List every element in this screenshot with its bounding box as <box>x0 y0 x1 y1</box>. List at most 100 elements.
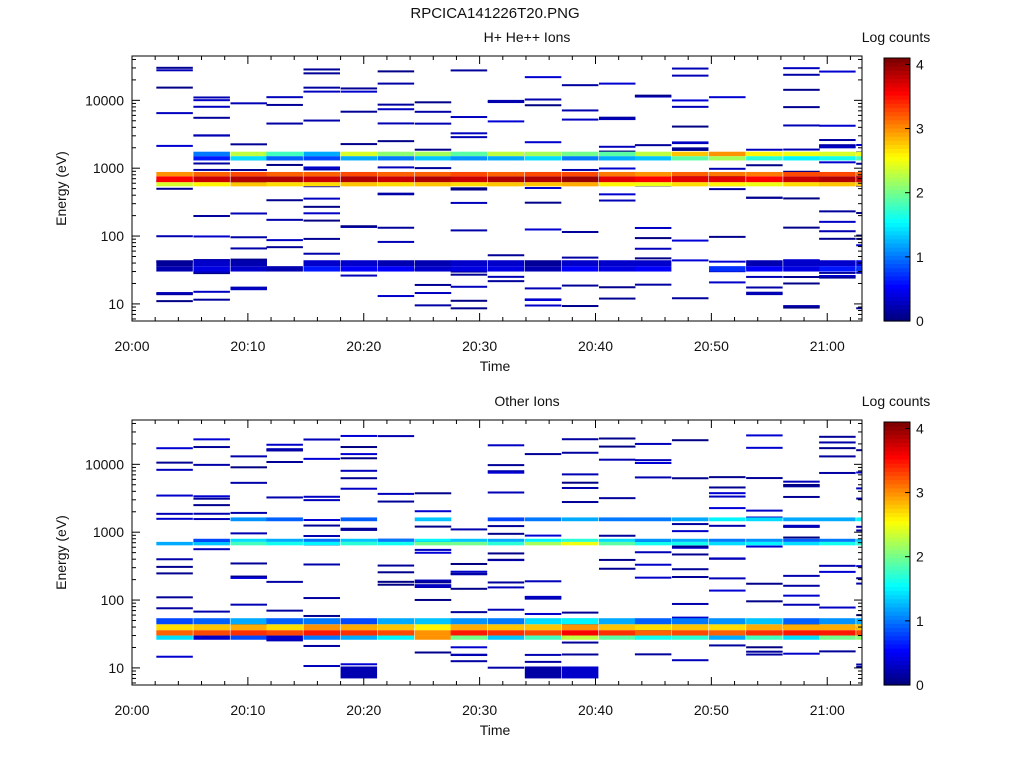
heatmap-noise-cell <box>783 73 820 76</box>
heatmap-cell <box>819 618 856 625</box>
colorbar-swatch <box>884 168 910 174</box>
heatmap-cell <box>377 266 415 272</box>
heatmap-noise-cell <box>671 67 709 70</box>
heatmap-cell <box>819 171 856 177</box>
heatmap-noise-cell <box>377 492 415 495</box>
heatmap-noise-cell <box>561 611 599 614</box>
heatmap-noise-cell <box>450 116 488 119</box>
heatmap-noise-cell <box>671 297 709 300</box>
heatmap-noise-cell <box>193 504 230 507</box>
heatmap-cell <box>303 182 340 187</box>
heatmap-noise-cell <box>746 291 783 294</box>
heatmap-noise-cell <box>598 558 636 561</box>
heatmap-noise-cell <box>450 270 488 273</box>
colorbar-swatch <box>884 70 910 76</box>
colorbar-swatch <box>884 263 910 269</box>
heatmap-cell <box>746 182 783 187</box>
heatmap-cell <box>634 517 672 522</box>
heatmap-noise-cell <box>634 653 672 656</box>
heatmap-noise-cell <box>561 256 599 259</box>
heatmap-noise-cell <box>193 96 230 99</box>
heatmap-noise-cell <box>340 446 378 449</box>
heatmap-noise-cell <box>819 455 856 458</box>
heatmap-cell <box>303 538 340 542</box>
colorbar-swatch <box>884 103 910 108</box>
heatmap-noise-cell <box>634 563 672 566</box>
colorbar-swatch <box>884 627 910 633</box>
heatmap-cell <box>487 176 525 183</box>
heatmap-noise-cell <box>414 586 452 589</box>
heatmap-noise-cell <box>156 69 193 72</box>
heatmap-cell <box>230 541 267 546</box>
heatmap-noise-cell <box>266 218 303 221</box>
heatmap-noise-cell <box>230 575 267 578</box>
heatmap-noise-cell <box>561 84 599 87</box>
colorbar-swatch <box>884 463 910 468</box>
heatmap-noise-cell <box>671 602 709 605</box>
heatmap-noise-cell <box>487 525 525 528</box>
heatmap-noise-cell <box>303 563 340 566</box>
heatmap-noise-cell <box>487 552 525 555</box>
heatmap-noise-cell <box>156 300 193 303</box>
heatmap-cell <box>709 266 746 272</box>
heatmap-cell <box>598 517 636 522</box>
panel-h-he-ions: 20:00 20:10 20:20 20:30 20:40 20:50 21:0010100… <box>53 29 930 374</box>
heatmap-cell <box>819 151 856 157</box>
heatmap-noise-cell <box>524 187 562 190</box>
heatmap-noise-cell <box>414 304 452 307</box>
heatmap-cell <box>340 624 378 631</box>
heatmap-cell <box>671 630 709 636</box>
heatmap-cell <box>450 156 488 161</box>
colorbar-swatch <box>884 508 910 514</box>
heatmap-noise-cell <box>340 87 378 90</box>
heatmap-cell <box>450 538 488 542</box>
heatmap-cell <box>561 171 599 177</box>
heatmap-noise-cell <box>634 459 672 462</box>
heatmap-noise-cell <box>671 148 709 151</box>
heatmap-noise-cell <box>561 168 599 171</box>
heatmap-noise-cell <box>156 655 193 658</box>
heatmap-noise-cell <box>671 99 709 102</box>
colorbar-frame <box>883 57 911 322</box>
heatmap-noise-cell <box>266 103 303 106</box>
colorbar-swatch <box>884 504 910 509</box>
heatmap-cell <box>230 517 267 522</box>
heatmap-cell <box>709 176 746 183</box>
heatmap-noise-cell <box>340 453 378 456</box>
heatmap-cell <box>709 624 746 631</box>
heatmap-noise-cell <box>819 447 856 450</box>
colorbar-swatch <box>884 586 910 592</box>
colorbar: 0 1 2 3 4 Log counts <box>862 29 931 329</box>
heatmap-noise-cell <box>856 529 862 532</box>
heatmap-cell <box>524 666 562 679</box>
colorbar-swatch <box>884 619 910 624</box>
heatmap-noise-cell <box>671 616 709 619</box>
heatmap-noise-cell <box>856 663 862 666</box>
x-tick-label: 21:00 <box>810 338 845 354</box>
colorbar-tick-label: 2 <box>916 549 924 565</box>
heatmap-cell <box>746 541 783 546</box>
heatmap-cell <box>709 171 746 177</box>
heatmap-noise-cell <box>709 260 746 263</box>
x-tick-label: 20:20 <box>346 338 381 354</box>
heatmap-cell <box>230 618 267 625</box>
heatmap-cell <box>156 618 193 625</box>
heatmap-noise-cell <box>156 572 193 575</box>
heatmap-cell <box>487 541 525 546</box>
heatmap-noise-cell <box>193 271 230 274</box>
heatmap-cell <box>340 538 378 542</box>
colorbar-swatch <box>884 454 910 460</box>
heatmap-cell <box>230 171 267 177</box>
heatmap-cell <box>598 618 636 625</box>
heatmap-noise-cell <box>230 603 267 606</box>
colorbar-swatch <box>884 234 910 240</box>
heatmap-cell <box>193 176 230 183</box>
heatmap-noise-cell <box>709 507 746 510</box>
heatmap-noise-cell <box>450 229 488 232</box>
heatmap-noise-cell <box>377 580 415 583</box>
heatmap-noise-cell <box>230 455 267 458</box>
heatmap-cell <box>746 151 783 157</box>
heatmap-cell <box>414 266 452 272</box>
heatmap-noise-cell <box>266 580 303 583</box>
heatmap-noise-cell <box>377 166 415 169</box>
